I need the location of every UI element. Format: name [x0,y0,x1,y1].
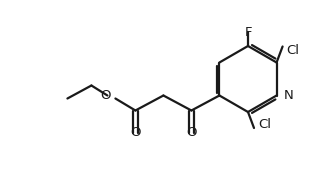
Text: Cl: Cl [258,118,271,131]
Text: Cl: Cl [286,44,300,56]
Text: F: F [244,26,252,39]
Text: O: O [100,89,111,102]
Text: O: O [130,127,141,139]
Text: N: N [284,89,293,102]
Text: O: O [186,127,197,139]
